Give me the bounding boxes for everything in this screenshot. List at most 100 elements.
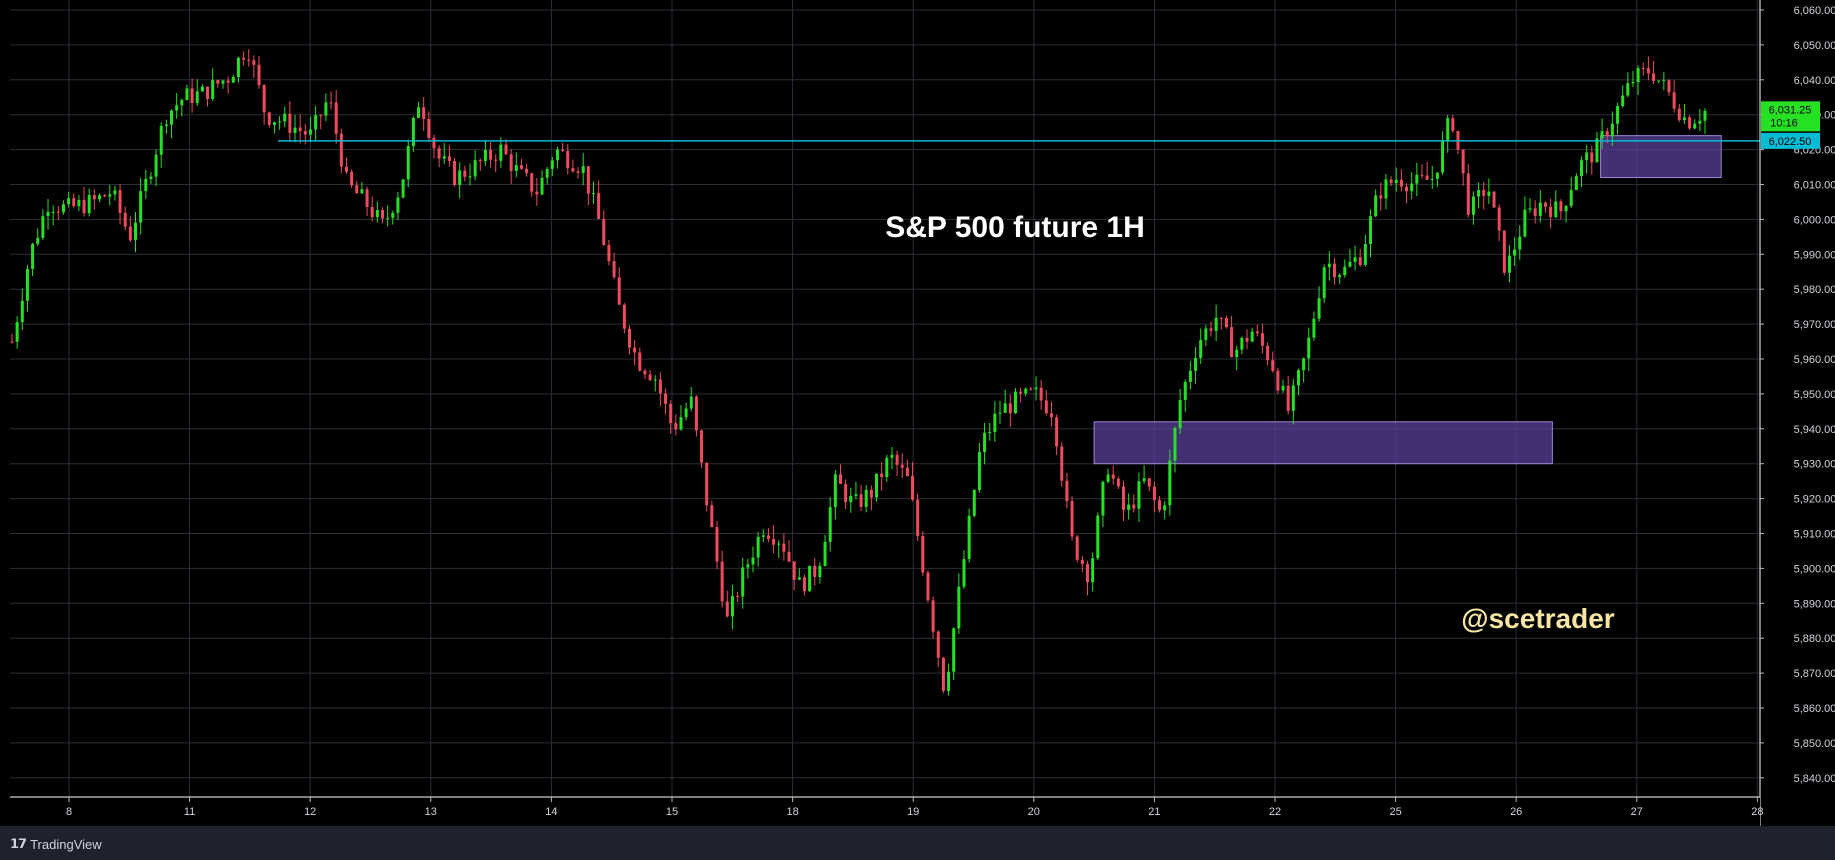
candle-body — [880, 473, 884, 478]
candle — [1600, 118, 1604, 149]
candle-body — [272, 122, 276, 125]
candle-body — [689, 396, 693, 409]
candle-body — [329, 102, 333, 104]
candle-body — [1152, 486, 1156, 501]
candle-body — [921, 536, 925, 573]
candle — [1286, 375, 1290, 415]
candle — [1543, 201, 1547, 213]
candle-body — [658, 379, 662, 394]
candle-body — [375, 209, 379, 218]
line-level-label: 6,022.50 — [1769, 136, 1812, 148]
candle — [1029, 386, 1033, 391]
candle — [391, 210, 395, 225]
candle-body — [638, 352, 642, 371]
candle — [1091, 552, 1095, 592]
candle — [890, 447, 894, 470]
tradingview-logo[interactable]: 𝟭𝟳 TradingView — [10, 836, 102, 852]
price-tick-label: 5,890.00 — [1794, 598, 1835, 610]
candle — [1703, 108, 1707, 134]
candle-body — [1662, 80, 1666, 82]
candle-body — [1122, 486, 1126, 510]
candle-body — [164, 124, 168, 126]
candle — [396, 191, 400, 220]
candle-body — [396, 197, 400, 213]
candle-body — [77, 199, 81, 207]
price-tick-label: 6,000.00 — [1794, 214, 1835, 226]
candle — [257, 55, 261, 89]
candle — [1276, 367, 1280, 395]
candle — [1060, 442, 1064, 487]
candle-body — [283, 113, 287, 122]
candle — [1003, 389, 1007, 413]
candle — [813, 557, 817, 586]
candle-body — [473, 160, 477, 177]
candle — [1646, 56, 1650, 81]
candle — [1425, 161, 1429, 180]
candle — [1307, 327, 1311, 372]
candle-body — [437, 148, 441, 159]
candle — [1291, 378, 1295, 425]
candle — [1631, 70, 1635, 88]
candle — [463, 165, 467, 182]
candle-body — [633, 347, 637, 353]
candle — [468, 163, 472, 186]
candle-body — [1492, 191, 1496, 208]
candle — [1245, 329, 1249, 350]
candle-body — [355, 185, 359, 194]
candle — [880, 462, 884, 491]
candle — [170, 109, 174, 139]
candle-body — [751, 557, 755, 565]
candle — [1461, 149, 1465, 186]
candle — [1271, 351, 1275, 373]
candle — [1250, 327, 1254, 343]
candle-body — [1348, 261, 1352, 267]
zones — [1093, 135, 1722, 465]
candle — [432, 134, 436, 159]
candle-body — [1677, 108, 1681, 120]
candle-body — [607, 245, 611, 262]
candle — [849, 487, 853, 513]
candle — [1502, 230, 1506, 276]
candle-body — [1214, 317, 1218, 331]
candle-body — [185, 88, 189, 101]
candle — [20, 288, 24, 331]
candle-body — [92, 195, 96, 200]
candle — [1585, 144, 1589, 174]
candle-body — [890, 454, 894, 458]
tradingview-brand: TradingView — [30, 836, 102, 852]
candle — [1554, 190, 1558, 219]
candle-body — [1626, 83, 1630, 96]
candle — [1379, 182, 1383, 211]
candle — [1677, 103, 1681, 123]
candle — [1070, 496, 1074, 541]
price-tick-label: 5,870.00 — [1794, 668, 1835, 680]
chart-title: S&P 500 future 1H — [885, 211, 1145, 244]
candle — [1569, 176, 1573, 208]
candle-body — [427, 119, 431, 138]
time-tick-label: 21 — [1148, 806, 1160, 818]
candle-body — [25, 269, 29, 301]
candle — [134, 211, 138, 253]
last-price-badge — [1761, 101, 1820, 132]
candle — [1353, 245, 1357, 271]
time-tick-label: 13 — [425, 806, 437, 818]
candle — [1487, 178, 1491, 204]
candle — [519, 158, 523, 170]
candle-body — [226, 80, 230, 83]
candle-body — [1188, 370, 1192, 382]
candle-body — [1173, 428, 1177, 461]
candle — [1420, 164, 1424, 179]
candle — [823, 534, 827, 567]
footer: 𝟭𝟳 TradingView — [0, 826, 1835, 860]
candle-body — [1616, 106, 1620, 124]
time-axis[interactable]: 8 11 12 13 14 15 18 19 20 21 22 25 26 27 28 — [0, 796, 1764, 826]
candle-body — [977, 452, 981, 491]
candle — [983, 422, 987, 465]
candle — [298, 114, 302, 144]
candle-body — [828, 507, 832, 542]
candle-body — [1657, 80, 1661, 82]
candle — [869, 485, 873, 511]
candle — [1158, 496, 1162, 513]
candle — [1667, 79, 1671, 97]
